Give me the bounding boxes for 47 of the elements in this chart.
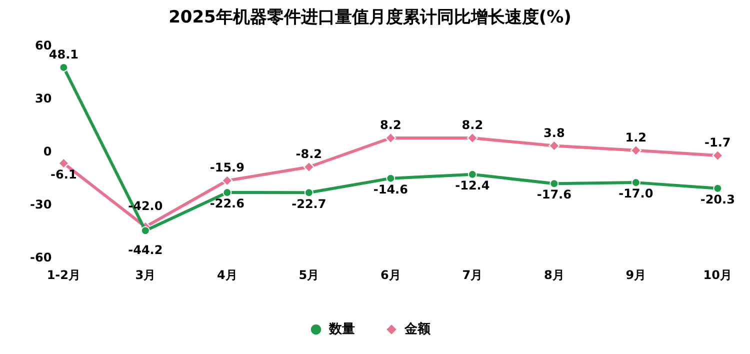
x-tick-label: 10月: [703, 268, 732, 282]
point: [466, 132, 478, 144]
point: [58, 158, 70, 169]
y-tick-label: -60: [30, 250, 52, 265]
data-label: 1.2: [625, 130, 647, 145]
data-label: -12.4: [455, 178, 490, 193]
point: [140, 226, 150, 236]
y-tick-label: 0: [43, 144, 52, 159]
data-label: -15.9: [210, 160, 244, 175]
x-tick-label: 5月: [298, 268, 320, 282]
point: [550, 179, 559, 188]
y-tick-label: 30: [34, 92, 52, 106]
data-label: 8.2: [380, 118, 402, 132]
point: [630, 144, 642, 156]
point: [222, 175, 233, 186]
legend-label: 数量: [328, 322, 355, 337]
point: [712, 150, 724, 162]
x-tick-label: 3月: [135, 268, 156, 282]
data-label: -14.6: [373, 182, 408, 196]
point: [304, 188, 314, 198]
x-tick-label: 1-2月: [46, 268, 81, 282]
point: [385, 132, 396, 144]
legend-label: 金额: [404, 320, 432, 337]
x-tick-label: 4月: [216, 268, 238, 282]
x-tick-label: 8月: [544, 268, 564, 282]
x-tick-label: 9月: [626, 268, 646, 282]
point: [548, 140, 560, 152]
y-tick-label: -30: [30, 198, 52, 212]
data-label: -20.3: [700, 192, 735, 207]
y-tick-label: 60: [34, 38, 52, 53]
point: [468, 170, 477, 179]
chart-title: 2025年机器零件进口量值月度累计同比增长速度(%): [168, 8, 572, 28]
data-label: -22.7: [292, 196, 326, 211]
data-label: -8.2: [296, 147, 322, 162]
point: [386, 174, 396, 183]
data-label: 3.8: [544, 126, 565, 140]
x-tick-label: 6月: [380, 268, 401, 282]
data-label: -17.6: [536, 188, 572, 202]
data-label: 8.2: [462, 118, 484, 132]
point: [713, 184, 722, 193]
data-label: -6.1: [50, 167, 77, 182]
x-tick-label: 7月: [462, 268, 483, 282]
data-label: -17.0: [618, 186, 654, 201]
data-label: -44.2: [128, 242, 163, 257]
point: [303, 162, 314, 172]
data-label: -1.7: [704, 136, 731, 150]
data-label: -22.6: [210, 196, 244, 211]
